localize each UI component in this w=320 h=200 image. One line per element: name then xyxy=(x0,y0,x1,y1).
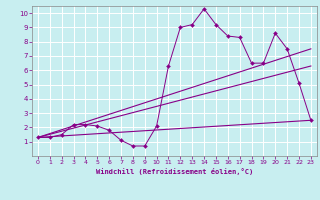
X-axis label: Windchill (Refroidissement éolien,°C): Windchill (Refroidissement éolien,°C) xyxy=(96,168,253,175)
